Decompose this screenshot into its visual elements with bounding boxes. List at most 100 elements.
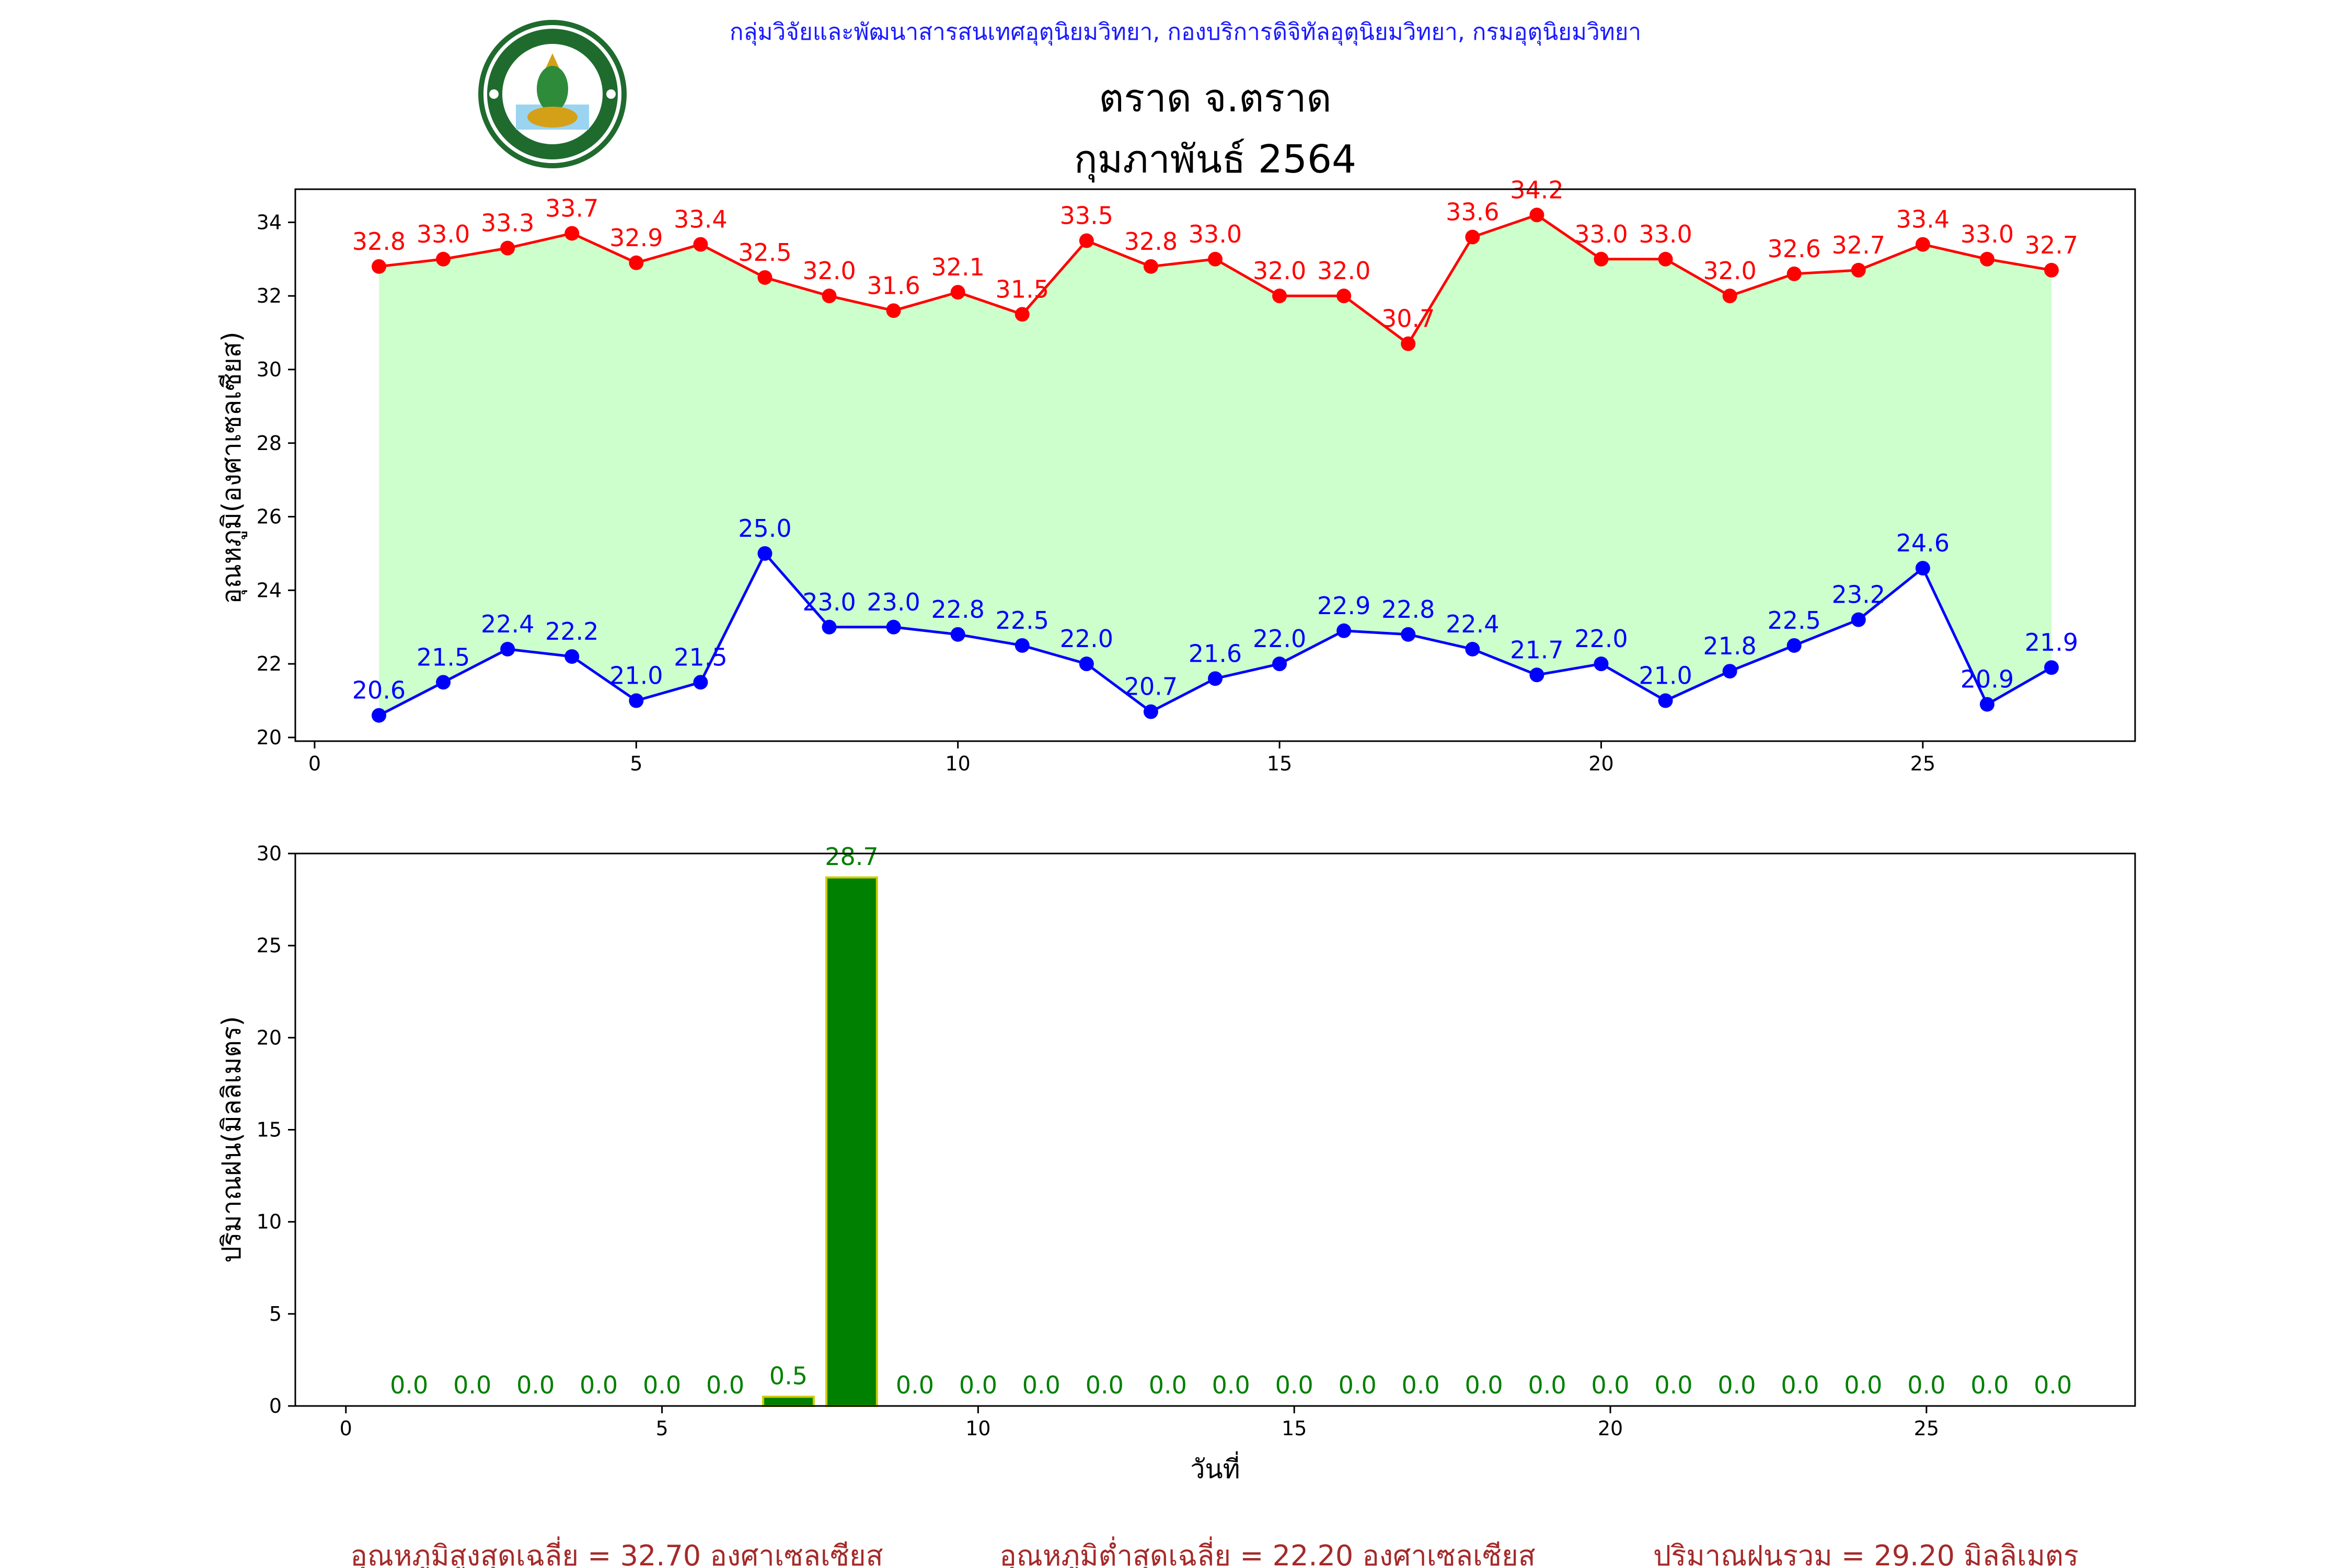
- rainfall-label: 0.0: [706, 1371, 744, 1399]
- min-temperature-point: [1594, 656, 1609, 672]
- rainfall-label: 0.0: [1717, 1371, 1756, 1399]
- max-temperature-point: [1786, 266, 1802, 281]
- temperature-x-tick-label: 5: [630, 752, 642, 775]
- max-temperature-label: 31.6: [867, 271, 920, 299]
- rainfall-y-tick-label: 15: [257, 1119, 282, 1142]
- max-temperature-label: 32.5: [738, 238, 791, 267]
- max-temperature-point: [1143, 259, 1158, 274]
- max-temperature-point: [500, 240, 515, 256]
- rainfall-label: 0.0: [1970, 1371, 2009, 1399]
- meteorological-department-logo: [478, 20, 627, 168]
- temperature-x-tick-label: 0: [308, 752, 321, 775]
- summary-avg-min: อุณหภูมิต่ำสุดเฉลี่ย = 22.20 องศาเซลเซีย…: [999, 1536, 1535, 1568]
- max-temperature-label: 32.0: [802, 257, 856, 285]
- min-temperature-label: 21.0: [609, 662, 663, 690]
- min-temperature-label: 22.8: [1381, 595, 1435, 624]
- temperature-y-axis-label: อุณหภูมิ(องศาเซลเซียส): [216, 331, 247, 604]
- max-temperature-point: [629, 255, 644, 270]
- max-temperature-point: [2044, 262, 2059, 278]
- rainfall-label: 0.0: [453, 1371, 491, 1399]
- min-temperature-point: [1786, 638, 1802, 653]
- temperature-y-tick-label: 34: [257, 211, 282, 234]
- rainfall-y-tick-label: 0: [269, 1394, 282, 1417]
- min-temperature-label: 21.6: [1189, 639, 1242, 667]
- max-temperature-point: [1272, 289, 1287, 304]
- min-temperature-label: 22.2: [545, 617, 598, 645]
- min-temperature-point: [1208, 671, 1223, 686]
- rainfall-label: 0.0: [1212, 1371, 1250, 1399]
- chart-title-station: ตราด จ.ตราด: [1099, 76, 1331, 121]
- max-temperature-point: [1465, 229, 1480, 245]
- rainfall-bars: [762, 876, 878, 1407]
- rainfall-plot-frame: [294, 852, 2136, 1407]
- min-temperature-label: 21.5: [417, 643, 470, 671]
- rainfall-label: 0.0: [1907, 1371, 1945, 1399]
- max-temperature-point: [1851, 262, 1866, 278]
- max-temperature-point: [1401, 336, 1416, 351]
- min-temperature-label: 23.0: [867, 588, 920, 616]
- max-temperature-point: [1915, 237, 1930, 252]
- rainfall-label: 0.0: [1591, 1371, 1629, 1399]
- min-temperature-point: [2044, 660, 2059, 675]
- max-temperature-label: 33.0: [1189, 220, 1242, 248]
- min-temperature-point: [1529, 667, 1544, 683]
- min-temperature-label: 20.9: [1961, 665, 2014, 694]
- min-temperature-point: [1014, 638, 1030, 653]
- min-temperature-label: 22.5: [996, 606, 1049, 635]
- min-temperature-label: 22.4: [481, 610, 534, 638]
- rainfall-x-tick-label: 10: [965, 1417, 990, 1440]
- min-temperature-point: [629, 693, 644, 708]
- rainfall-label: 0.0: [1275, 1371, 1313, 1399]
- max-temperature-point: [1594, 251, 1609, 267]
- temperature-plot-frame: [294, 188, 2136, 742]
- min-temperature-label: 22.4: [1446, 610, 1499, 638]
- min-temperature-label: 24.6: [1896, 529, 1950, 557]
- min-temperature-label: 21.7: [1510, 636, 1563, 664]
- temperature-chart: 32.8 33.0 33.3 33.7 32.9 33.4 32.5 32.0 31.6 32.1…: [216, 176, 2136, 775]
- rainfall-label: 0.0: [1465, 1371, 1503, 1399]
- rainfall-x-tick-label: 20: [1598, 1417, 1623, 1440]
- max-temperature-point: [822, 289, 837, 304]
- max-temperature-point: [1722, 289, 1737, 304]
- temperature-y-tick-label: 26: [257, 505, 282, 528]
- min-temperature-label: 23.2: [1832, 581, 1885, 609]
- organization-text: กลุ่มวิจัยและพัฒนาสารสนเทศอุตุนิยมวิทยา,…: [730, 19, 1641, 46]
- max-temperature-point: [1336, 289, 1352, 304]
- max-temperature-label: 32.9: [609, 224, 663, 252]
- max-temperature-label: 32.8: [352, 227, 406, 256]
- rainfall-x-tick-label: 0: [340, 1417, 352, 1440]
- temperature-y-tick-label: 32: [257, 284, 282, 307]
- min-temperature-label: 20.6: [352, 676, 406, 705]
- rainfall-label: 0.0: [1402, 1371, 1440, 1399]
- rainfall-x-tick-label: 25: [1914, 1417, 1939, 1440]
- rainfall-y-axis-label: ปริมาณฝน(มิลลิเมตร): [216, 1016, 247, 1263]
- rainfall-label: 0.0: [1844, 1371, 1882, 1399]
- summary-avg-max: อุณหภูมิสูงสุดเฉลี่ย = 32.70 องศาเซลเซีย…: [350, 1536, 883, 1568]
- max-temperature-label: 33.5: [1060, 202, 1113, 230]
- rainfall-label: 0.0: [1528, 1371, 1566, 1399]
- rainfall-label: 0.0: [1654, 1371, 1692, 1399]
- rainfall-label: 0.0: [516, 1371, 555, 1399]
- rainfall-data-labels: 0.0 0.0 0.0 0.0 0.0 0.0 0.5 28.7 0.0 0.0 0.0 0.0 0.0…: [390, 843, 2072, 1399]
- max-temperature-label: 33.4: [1896, 205, 1950, 234]
- temperature-data-labels: 32.8 33.0 33.3 33.7 32.9 33.4 32.5 32.0 31.6 32.1…: [352, 176, 2078, 704]
- min-temperature-point: [1465, 642, 1480, 656]
- rainfall-label: 0.0: [896, 1371, 934, 1399]
- min-temperature-point: [1272, 656, 1287, 672]
- min-temperature-label: 21.8: [1703, 632, 1756, 660]
- max-temperature-label: 32.7: [2025, 231, 2078, 259]
- max-temperature-label: 32.0: [1703, 257, 1756, 285]
- temperature-y-tick-label: 20: [257, 726, 282, 749]
- rainfall-label: 0.0: [959, 1371, 997, 1399]
- temperature-y-tick-label: 30: [257, 358, 282, 381]
- rainfall-label: 0.0: [1022, 1371, 1060, 1399]
- max-temperature-point: [1529, 207, 1544, 223]
- rainfall-y-tick-label: 20: [257, 1026, 282, 1049]
- min-temperature-point: [1851, 612, 1866, 627]
- max-temperature-point: [1079, 233, 1094, 248]
- min-temperature-point: [372, 708, 386, 723]
- min-temperature-label: 22.8: [931, 595, 984, 624]
- max-temperature-label: 32.8: [1124, 227, 1178, 256]
- min-temperature-label: 21.9: [2025, 628, 2078, 656]
- max-temperature-point: [950, 285, 965, 300]
